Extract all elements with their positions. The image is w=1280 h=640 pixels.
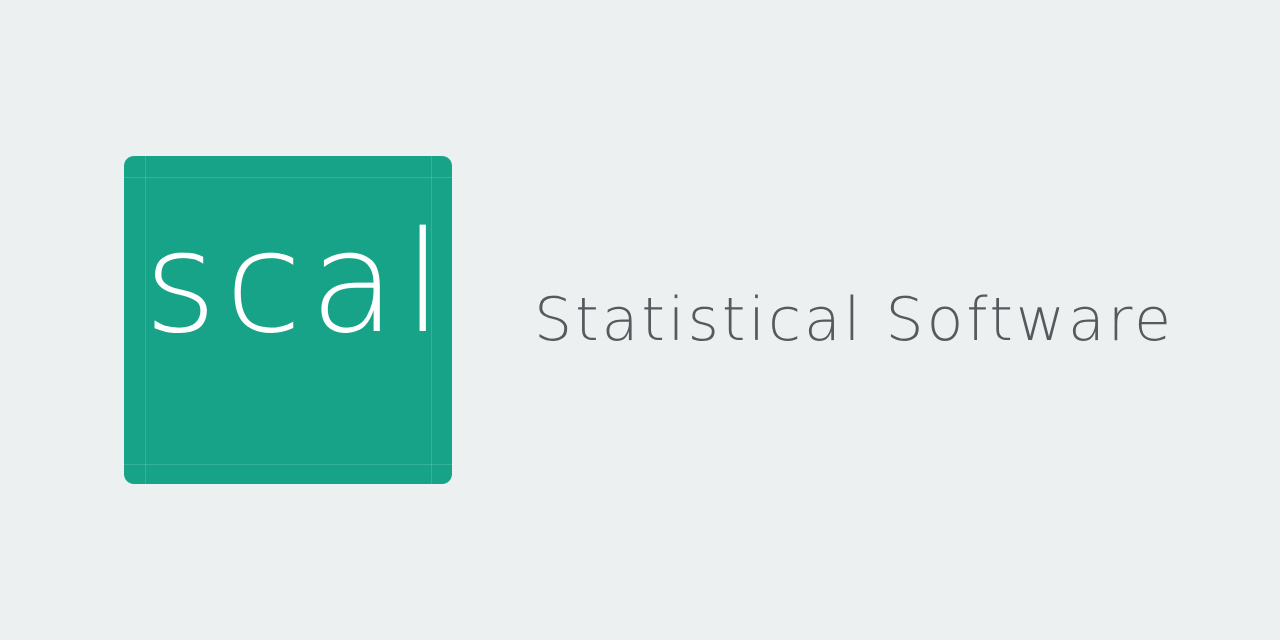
logo-wordmark: scal (144, 202, 451, 365)
logo-guide-line (431, 156, 432, 484)
logo-mark: scal (124, 156, 452, 484)
logo-guide-line (124, 177, 452, 178)
logo-guide-line (124, 464, 452, 465)
logo-guide-line (145, 156, 146, 484)
tagline: Statistical Software (534, 285, 1175, 355)
